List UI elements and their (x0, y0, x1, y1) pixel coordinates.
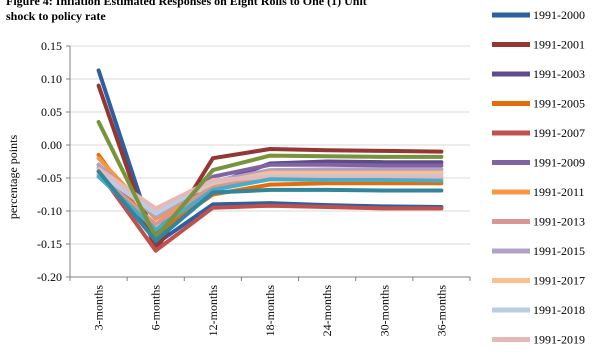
legend-label: 1991-2003 (533, 67, 585, 81)
legend-label: 1991-2011 (533, 185, 585, 199)
x-tick-label: 18-months (263, 285, 277, 337)
series-line (96, 169, 444, 243)
x-tick-label: 3-months (92, 285, 106, 331)
legend-label: 1991-2009 (533, 156, 585, 170)
chart-title-line2: shock to policy rate (6, 9, 106, 23)
x-tick-label: 36-months (434, 285, 448, 337)
legend-label: 1991-2015 (533, 244, 585, 258)
y-tick-labels: 0.15 0.10 0.05 0.00 -0.05 -0.10 -0.15 -0.20 (37, 39, 62, 284)
series-line (96, 162, 444, 219)
legend-label: 1991-2017 (533, 274, 585, 288)
legend-label: 1991-2005 (533, 97, 585, 111)
series-line (96, 166, 444, 211)
y-tick-label: -0.15 (37, 237, 62, 251)
y-tick-label: 0.10 (41, 72, 62, 86)
y-tick-label: 0.05 (41, 105, 62, 119)
x-tick-label: 12-months (206, 285, 220, 337)
legend-label: 1991-2000 (533, 8, 585, 22)
legend-label: 1991-2007 (533, 126, 585, 140)
series-line (96, 119, 444, 240)
y-tick-label: 0.15 (41, 39, 62, 53)
series-line (96, 174, 444, 232)
x-tick-label: 24-months (320, 285, 334, 337)
series-lines (96, 68, 444, 253)
legend-label: 1991-2018 (533, 303, 585, 317)
series-line (96, 169, 444, 213)
x-tick-label: 30-months (377, 285, 391, 337)
axes (69, 46, 471, 281)
y-tick-label: -0.05 (37, 171, 62, 185)
x-tick-label: 6-months (149, 285, 163, 331)
legend-label: 1991-2013 (533, 215, 585, 229)
legend-label: 1991-2019 (533, 333, 585, 347)
y-tick-label: -0.10 (37, 204, 62, 218)
series-line (96, 169, 444, 253)
y-axis-label: percentage points (6, 135, 20, 220)
legend-label: 1991-2001 (533, 38, 585, 52)
x-tick-labels: 3-months 6-months 12-months 18-months 24-mon… (92, 285, 449, 337)
legend: 1991-2000 1991-2001 1991-2003 1991-2005 1991… (492, 8, 585, 347)
y-tick-label: 0.00 (41, 138, 62, 152)
chart-title-line1: Figure 4: Inflation Estimated Responses … (6, 0, 367, 8)
y-tick-label: -0.20 (37, 270, 62, 284)
